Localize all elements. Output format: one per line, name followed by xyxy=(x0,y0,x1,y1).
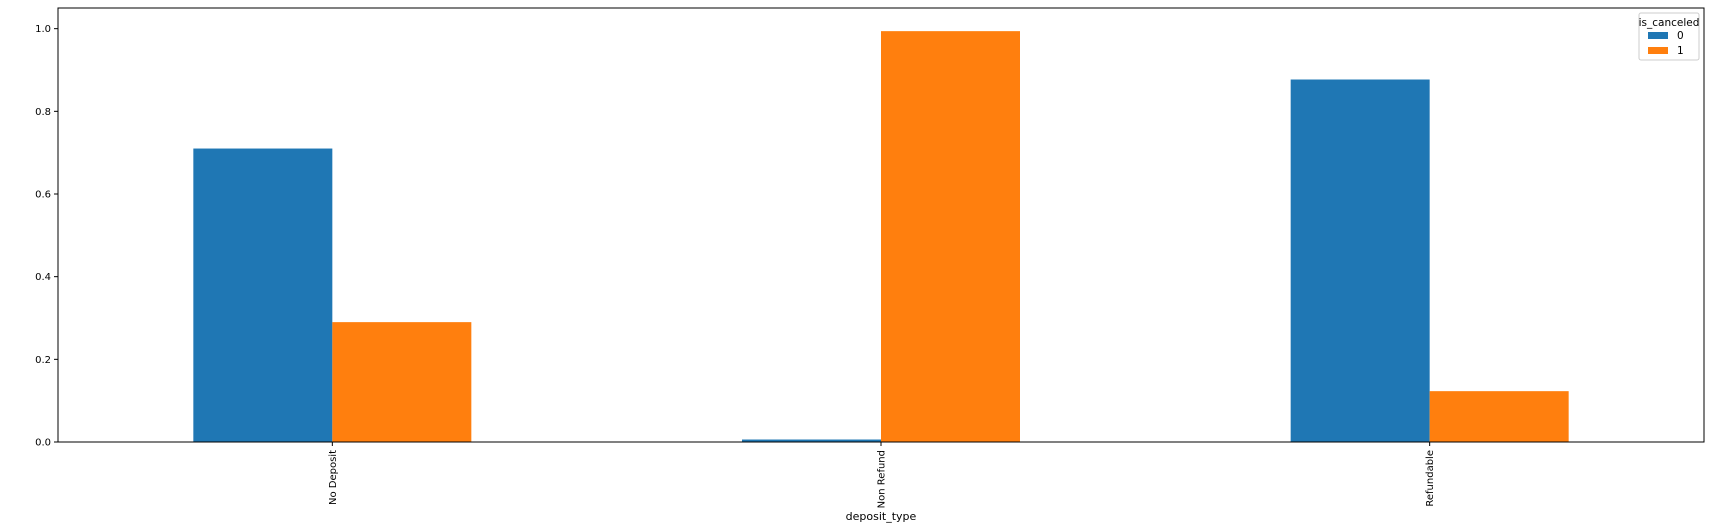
legend-title: is_canceled xyxy=(1639,17,1700,29)
x-tick-label: Refundable xyxy=(1425,450,1436,507)
y-tick-label: 0.8 xyxy=(35,107,51,118)
y-tick-label: 0.2 xyxy=(35,355,51,366)
bar-refundable-series-1 xyxy=(1429,391,1569,442)
legend-swatch-1 xyxy=(1648,47,1668,54)
y-axis: 0.0 0.2 0.4 0.6 0.8 1.0 xyxy=(35,24,58,449)
x-tick-label: Non Refund xyxy=(877,450,888,508)
y-tick-label: 1.0 xyxy=(35,24,51,35)
y-tick-label: 0.6 xyxy=(35,190,51,201)
bar-refundable-series-0 xyxy=(1290,79,1430,443)
bar-no-deposit-series-1 xyxy=(332,322,472,442)
x-tick-label: No Deposit xyxy=(328,450,339,505)
x-axis-label: deposit_type xyxy=(846,510,917,523)
bars-group xyxy=(193,31,1569,443)
x-axis: No Deposit Non Refund Refundable xyxy=(328,442,1436,508)
y-tick-label: 0.4 xyxy=(35,272,51,283)
legend-swatch-0 xyxy=(1648,32,1668,39)
y-tick-label: 0.0 xyxy=(35,438,51,449)
legend-label-1: 1 xyxy=(1677,45,1684,57)
bar-non-refund-series-1 xyxy=(881,31,1020,442)
bar-non-refund-series-0 xyxy=(742,439,881,442)
legend-label-0: 0 xyxy=(1677,30,1684,42)
plot-frame xyxy=(57,7,1705,443)
legend: is_canceled 0 1 xyxy=(1638,12,1700,61)
bar-no-deposit-series-0 xyxy=(193,148,333,443)
